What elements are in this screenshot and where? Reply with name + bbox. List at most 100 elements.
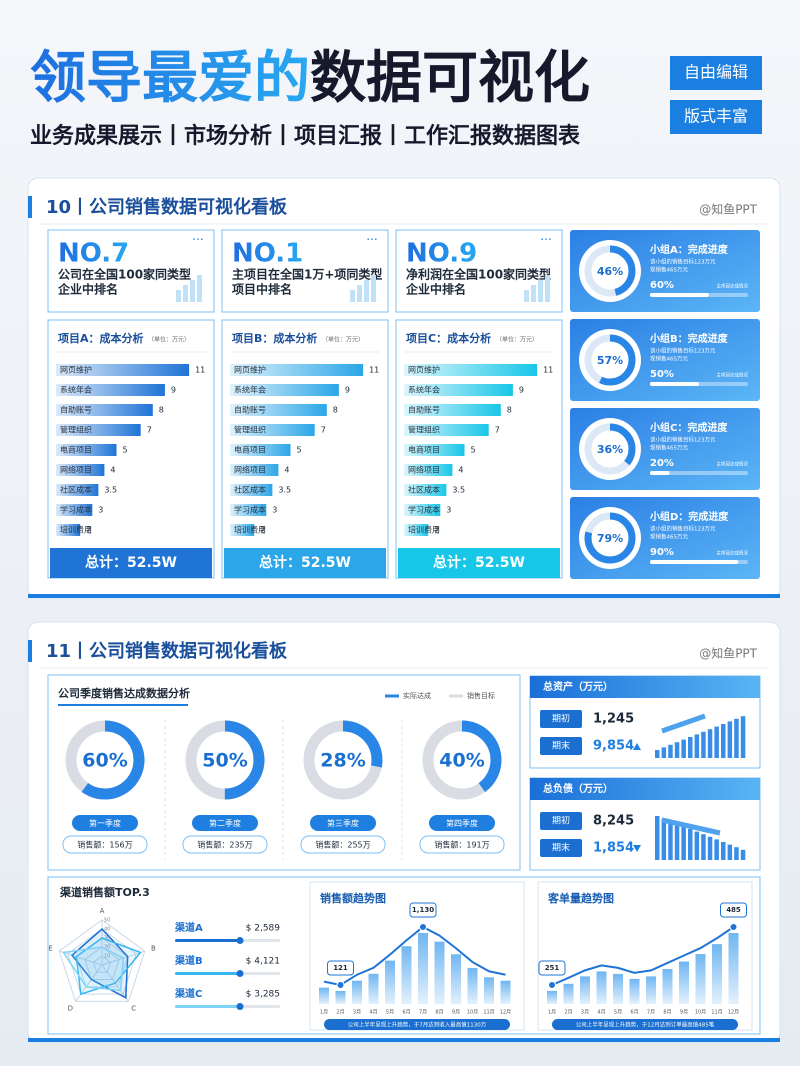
label: 项目中排名 xyxy=(232,282,292,297)
deco-bar xyxy=(727,721,733,758)
category-label: 培训费用 xyxy=(60,525,92,535)
slider-knob xyxy=(236,1003,244,1010)
group-desc: 现销售465万元 xyxy=(650,266,688,274)
callout xyxy=(538,960,566,976)
dots: ··· xyxy=(540,233,551,247)
line xyxy=(323,925,506,987)
pill xyxy=(419,835,505,854)
category-label: 电商项目 xyxy=(234,445,266,455)
icon-bar xyxy=(545,275,550,302)
row-label: 期初 xyxy=(552,713,570,725)
slider-knob xyxy=(236,970,244,977)
box-title: 总资产（万元） xyxy=(543,680,613,693)
bar xyxy=(404,364,538,376)
value-label: 2 xyxy=(86,526,91,535)
quarter-sales: 销售额：191万 xyxy=(434,840,489,850)
axis-label: C xyxy=(131,1005,136,1013)
bar xyxy=(230,404,327,416)
deco-bar xyxy=(674,742,680,758)
category-label: 培训费用 xyxy=(234,525,266,535)
deco-bar xyxy=(694,734,700,758)
bar xyxy=(467,968,478,1004)
pill xyxy=(540,839,582,857)
label: 主项目在全国1万+项同类型 xyxy=(232,267,382,282)
caption: 公司上半年呈现上升趋势，于7月达到收入最高值1130万 xyxy=(348,1021,487,1029)
bar xyxy=(335,991,346,1004)
slider-fill xyxy=(175,939,240,942)
unit: （单位：万元） xyxy=(148,336,190,344)
x-tick-label: 1月 xyxy=(548,1010,556,1016)
deco-bar xyxy=(668,821,673,860)
category-label: 学习成本 xyxy=(408,505,440,515)
x-tick-label: 8月 xyxy=(663,1010,671,1016)
x-tick-label: 7月 xyxy=(419,1010,427,1016)
panel-base xyxy=(28,1038,780,1042)
category-label: 网页维护 xyxy=(60,365,92,375)
bar xyxy=(404,484,447,496)
slider-knob xyxy=(236,937,244,944)
callout xyxy=(327,960,354,976)
bar xyxy=(230,384,339,396)
bar xyxy=(401,946,412,1004)
bar xyxy=(56,444,117,456)
icon-bar xyxy=(183,285,188,302)
total-bar xyxy=(398,548,560,578)
bar xyxy=(484,977,494,1004)
bar-caption: 主项目达成情况 xyxy=(717,550,749,557)
pill xyxy=(192,815,258,831)
bar xyxy=(230,504,267,516)
icon-bar xyxy=(190,280,195,302)
bar xyxy=(56,424,141,436)
bar xyxy=(230,464,279,476)
channel-name: 渠道C xyxy=(174,987,202,1000)
row-value: 1,245 xyxy=(593,712,634,727)
dots: ··· xyxy=(192,233,203,247)
grid-line xyxy=(58,919,146,1002)
bar xyxy=(56,484,99,496)
deco-bar xyxy=(714,726,719,758)
deco-bar xyxy=(701,834,706,860)
pill xyxy=(540,710,582,728)
value-label: 3.5 xyxy=(104,486,117,495)
x-tick-label: 8月 xyxy=(435,1010,443,1016)
ring-label: 46% xyxy=(597,265,623,278)
x-tick-label: 4月 xyxy=(369,1010,377,1016)
bar xyxy=(404,384,513,396)
icon-bar xyxy=(176,290,181,302)
dots: ··· xyxy=(366,233,377,247)
icon-bar xyxy=(538,280,543,302)
value-label: 7 xyxy=(321,426,326,435)
bar xyxy=(613,973,623,1004)
bar xyxy=(56,364,190,376)
project-title: 项目C：成本分析 xyxy=(406,331,491,345)
rank: NO.1 xyxy=(232,239,303,269)
slider-fill xyxy=(175,972,240,975)
value-label: 5 xyxy=(471,446,476,455)
pill xyxy=(540,812,582,830)
bar xyxy=(230,484,273,496)
title-bar xyxy=(28,640,32,662)
tick-label: 20 xyxy=(104,945,110,951)
value-label: 8 xyxy=(507,406,512,415)
underline xyxy=(58,704,188,706)
x-tick-label: 2月 xyxy=(564,1010,572,1016)
bar xyxy=(580,976,590,1004)
icon-bar xyxy=(364,280,369,302)
value-label: 3.5 xyxy=(278,486,291,495)
trend-arrow xyxy=(633,743,641,750)
category-label: 网络项目 xyxy=(234,465,266,475)
bar xyxy=(56,464,105,476)
deco-bar xyxy=(694,831,700,860)
line xyxy=(551,926,735,986)
ring-label: 60% xyxy=(82,750,127,772)
bar xyxy=(352,980,362,1004)
bar xyxy=(650,382,699,386)
x-tick-label: 5月 xyxy=(614,1010,622,1016)
x-tick-label: 11月 xyxy=(711,1010,722,1016)
bar xyxy=(629,978,640,1004)
ring xyxy=(584,512,636,564)
box-title: 客单量趋势图 xyxy=(547,891,614,905)
bar xyxy=(230,444,291,456)
value-label: 3.5 xyxy=(452,486,465,495)
bar xyxy=(404,424,489,436)
